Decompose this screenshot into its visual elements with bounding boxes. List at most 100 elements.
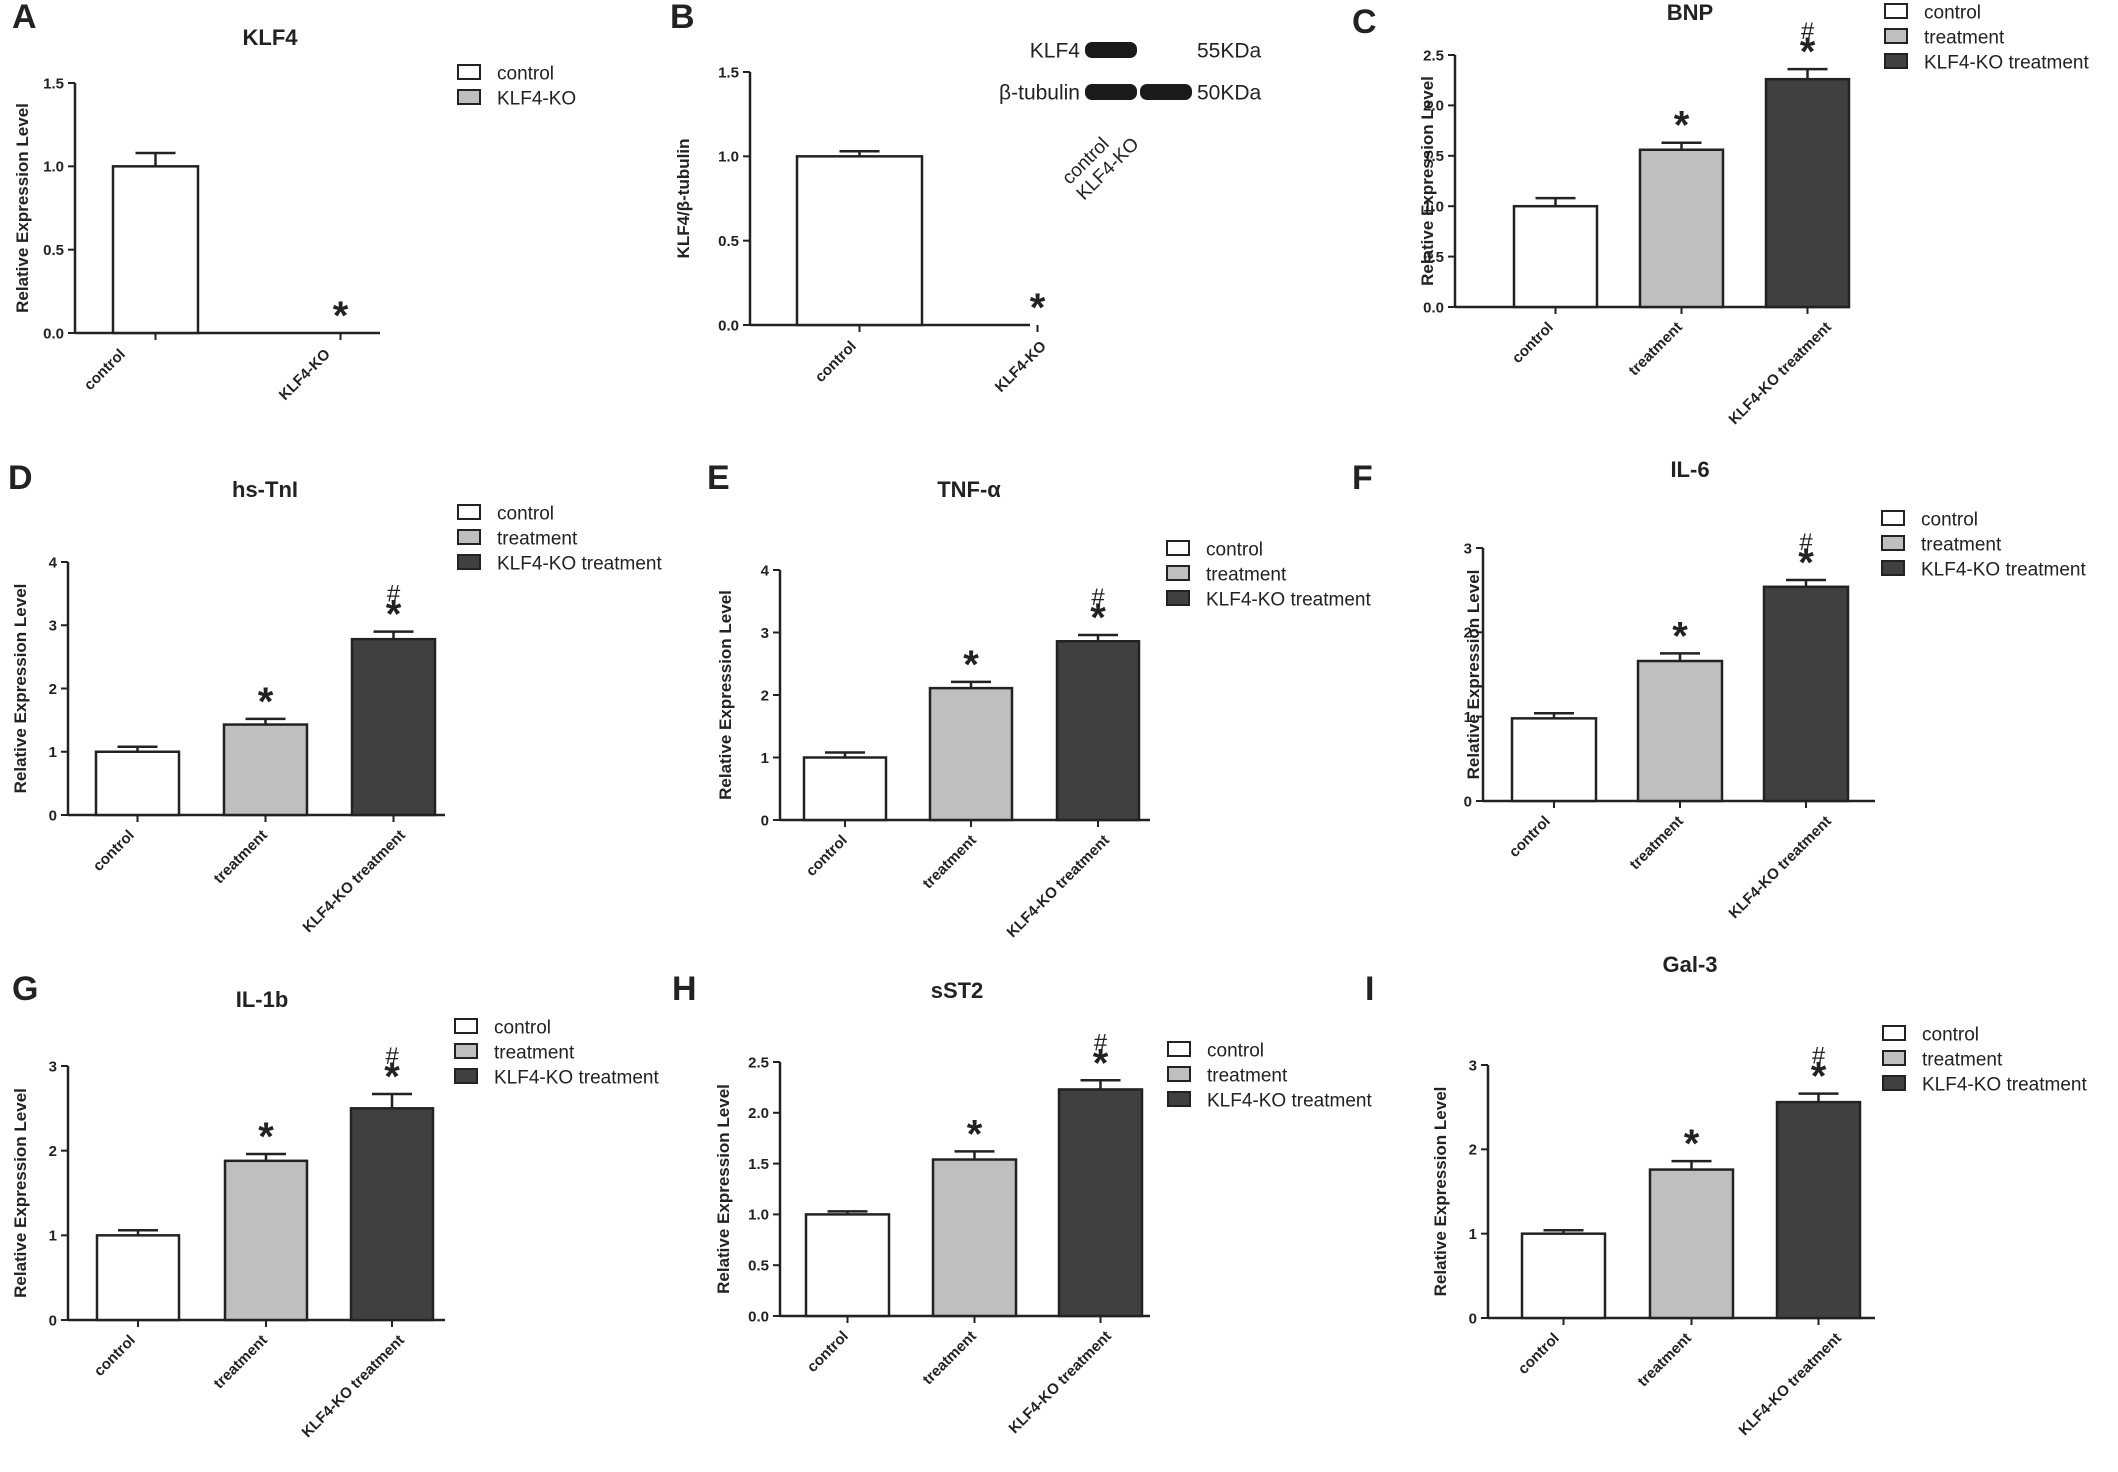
chart-title: IL-6 (1670, 457, 1709, 482)
y-tick-label: 0.5 (1423, 249, 1444, 266)
y-tick-label: 2 (761, 687, 769, 704)
y-tick-label: 2 (1464, 625, 1472, 642)
y-tick-label: 1.5 (43, 75, 64, 92)
y-tick-label: 0.5 (748, 1257, 769, 1274)
legend-label: treatment (494, 1043, 575, 1064)
x-category-label: KLF4-KO treatment (1006, 1328, 1115, 1437)
x-category-label: treatment (919, 1328, 979, 1388)
y-axis-label: Relative Expression Level (714, 1084, 733, 1294)
x-category-label: KLF4-KO (992, 338, 1050, 396)
significance-star: * (963, 643, 979, 687)
panel-letter: I (1365, 970, 1374, 1008)
blot-band-label: β-tubulin (999, 81, 1080, 104)
significance-hash: # (1091, 584, 1105, 611)
legend-swatch (454, 1068, 478, 1084)
bar (1636, 659, 1724, 803)
panel-letter: F (1352, 459, 1373, 497)
significance-hash: # (387, 581, 401, 608)
x-category-label: treatment (1625, 319, 1685, 379)
panel-letter: A (12, 0, 37, 36)
y-axis-label: Relative Expression Level (1418, 76, 1437, 286)
bar (1775, 1100, 1862, 1320)
panel-letter: B (670, 0, 695, 36)
x-category-label: treatment (1634, 1330, 1694, 1390)
legend-label: control (1924, 3, 1981, 24)
legend-swatch (454, 1018, 478, 1034)
bar (1510, 717, 1598, 803)
y-axis-label: Relative Expression Level (1431, 1087, 1450, 1297)
significance-star: * (1684, 1122, 1700, 1166)
significance-hash: # (1799, 529, 1813, 556)
y-tick-label: 0 (1464, 793, 1472, 810)
legend-label: control (1922, 1025, 1979, 1046)
chart-title: BNP (1667, 0, 1713, 25)
chart-panel-C: C BNP Relative Expression Level 0.0 0.5 1.0 1.… (1352, 0, 2089, 428)
x-category-label: control (91, 1332, 139, 1380)
bar (1762, 585, 1850, 803)
bar (804, 1213, 891, 1318)
y-tick-label: 1.5 (718, 64, 739, 81)
significance-star: * (1090, 596, 1106, 640)
blot-band (1140, 84, 1192, 100)
y-tick-label: 1 (761, 750, 769, 767)
legend-swatch (457, 504, 481, 520)
y-tick-label: 2 (49, 681, 57, 698)
legend-swatch (1166, 540, 1190, 556)
legend-label: KLF4-KO treatment (1207, 1091, 1372, 1112)
x-category-label: KLF4-KO treatment (1726, 813, 1835, 922)
significance-hash: # (1801, 18, 1815, 45)
significance-star: * (333, 294, 349, 338)
legend-swatch (454, 1043, 478, 1059)
bar (802, 756, 888, 822)
blot-size-label: 55KDa (1197, 39, 1262, 62)
panel-letter: D (8, 459, 33, 497)
y-tick-label: 1.5 (1423, 148, 1444, 165)
chart-title: IL-1b (236, 987, 289, 1012)
legend-label: control (1206, 540, 1263, 561)
bar (111, 165, 200, 335)
significance-star: * (1800, 30, 1816, 74)
significance-star: * (1798, 541, 1814, 585)
significance-star: * (1030, 286, 1046, 330)
y-tick-label: 1.0 (748, 1207, 769, 1224)
y-tick-label: 0.0 (748, 1308, 769, 1325)
x-category-label: control (804, 1328, 852, 1376)
legend-label: control (1921, 510, 1978, 531)
y-tick-label: 2 (1469, 1142, 1477, 1159)
y-tick-label: 3 (49, 618, 57, 635)
y-tick-label: 0.0 (718, 317, 739, 334)
y-tick-label: 2.0 (748, 1105, 769, 1122)
chart-panel-G: G IL-1b Relative Expression Level 0 1 2 3 contr… (11, 970, 659, 1441)
legend-swatch (1884, 53, 1908, 69)
x-category-label: treatment (919, 832, 979, 892)
x-category-label: KLF4-KO treatment (1004, 832, 1113, 941)
legend-swatch (1882, 1075, 1906, 1091)
legend-swatch (1882, 1025, 1906, 1041)
y-tick-label: 2.5 (1423, 47, 1444, 64)
significance-star: * (384, 1055, 400, 1099)
x-category-label: control (1509, 319, 1557, 367)
panel-letter: E (707, 459, 730, 497)
x-category-label: KLF4-KO (276, 346, 334, 404)
significance-hash: # (385, 1043, 399, 1070)
x-category-label: KLF4-KO treatment (1736, 1330, 1845, 1439)
y-tick-label: 2.5 (748, 1054, 769, 1071)
significance-star: * (386, 593, 402, 637)
y-tick-label: 1.0 (718, 149, 739, 166)
legend-label: treatment (1922, 1050, 2003, 1071)
legend-swatch (457, 89, 481, 105)
significance-star: * (1674, 104, 1690, 148)
x-category-label: control (90, 827, 138, 875)
blot-band-label: KLF4 (1030, 39, 1081, 62)
y-tick-label: 3 (1464, 540, 1472, 557)
legend-swatch (1167, 1041, 1191, 1057)
legend-swatch (1167, 1066, 1191, 1082)
panel-letter: G (12, 970, 38, 1008)
chart-panel-E: E TNF-α Relative Expression Level 0 1 2 3 4 cont… (707, 459, 1371, 941)
bar (795, 155, 924, 327)
y-tick-label: 1 (49, 744, 57, 761)
y-tick-label: 1.0 (43, 159, 64, 176)
y-axis-label: Relative Expression Level (11, 584, 30, 794)
